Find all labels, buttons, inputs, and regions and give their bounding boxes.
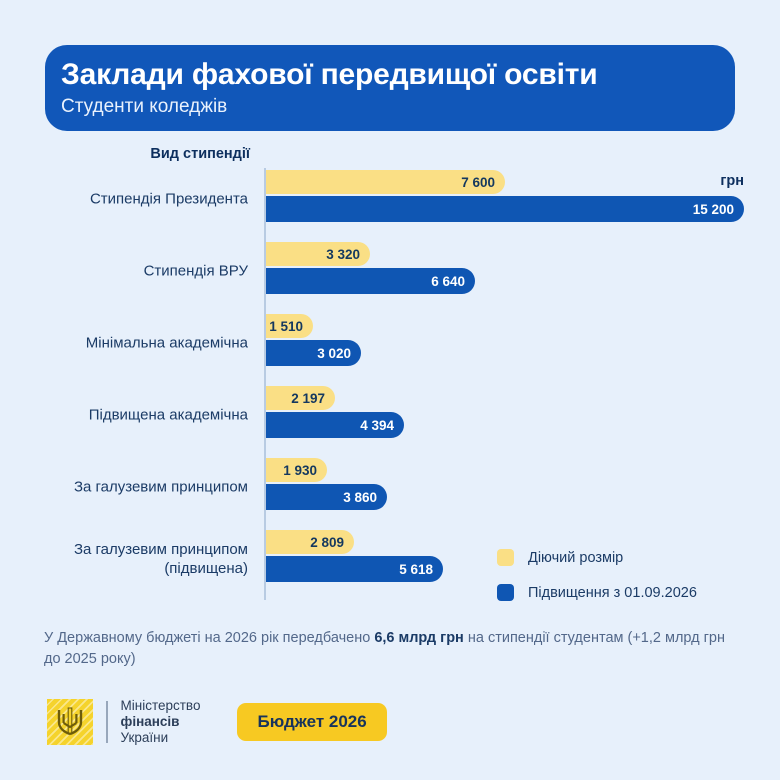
ministry-logo-icon (47, 699, 93, 745)
bar-current-value: 2 809 (266, 530, 354, 554)
bar-increase-value: 6 640 (266, 268, 475, 294)
header-banner: Заклади фахової передвищої освіти Студен… (45, 45, 735, 131)
chart-row-bars: 2 809 5 618 (266, 528, 766, 590)
ministry-line-3: України (120, 730, 169, 745)
chart-row-label: За галузевим принципом (73, 478, 248, 496)
budget-badge: Бюджет 2026 (237, 703, 387, 741)
legend-label-increase: Підвищення з 01.09.2026 (528, 584, 697, 601)
chart-row-bars: 2 197 4 394 (266, 384, 766, 446)
page-title: Заклади фахової передвищої освіти (61, 58, 598, 91)
footnote-part1: У Державному бюджеті на 2026 рік передба… (44, 630, 375, 646)
chart-row-bars: 7 600 15 200 (266, 168, 766, 230)
bar-current-value: 3 320 (266, 242, 370, 266)
trident-icon (57, 707, 83, 736)
chart-row: За галузевим принципом (підвищена) 2 809 5 … (0, 528, 780, 590)
chart-row-label: Мінімальна академічна (85, 334, 248, 352)
bar-chart: Стипендія Президента 7 600 15 200 Стипендія… (0, 168, 780, 604)
logo-divider (106, 701, 108, 743)
footnote: У Державному бюджеті на 2026 рік передба… (44, 628, 744, 670)
chart-row-bars: 3 320 6 640 (266, 240, 766, 302)
ministry-line-1: Міністерство (120, 698, 201, 713)
legend-swatch-current-icon (497, 549, 514, 566)
chart-row-label: Стипендія ВРУ (143, 262, 248, 280)
chart-row-bars: 1 510 3 020 (266, 312, 766, 374)
footnote-highlight: 6,6 млрд грн (374, 630, 464, 646)
ministry-name: Міністерство фінансів України (121, 698, 201, 746)
page-subtitle: Студенти коледжів (61, 96, 228, 117)
legend-item-current: Діючий розмір (497, 549, 697, 566)
bar-increase-value: 3 020 (266, 340, 361, 366)
footer: Міністерство фінансів України Бюджет 202… (47, 698, 387, 746)
ministry-line-2: фінансів (120, 714, 180, 729)
chart-row-label: Стипендія Президента (89, 190, 248, 208)
chart-legend: Діючий розмір Підвищення з 01.09.2026 (497, 549, 697, 619)
bar-current-value: 1 930 (266, 458, 327, 482)
legend-item-increase: Підвищення з 01.09.2026 (497, 584, 697, 601)
bar-increase-value: 15 200 (266, 196, 744, 222)
bar-increase-value: 4 394 (266, 412, 404, 438)
bar-current-value: 1 510 (266, 314, 313, 338)
chart-row: За галузевим принципом 1 930 3 860 (0, 456, 780, 518)
chart-row: Мінімальна академічна 1 510 3 020 (0, 312, 780, 374)
bar-current-value: 2 197 (266, 386, 335, 410)
chart-row-label: За галузевим принципом (підвищена) (73, 541, 248, 577)
bar-current-value: 7 600 (266, 170, 505, 194)
chart-row: Стипендія Президента 7 600 15 200 (0, 168, 780, 230)
chart-category-header: Вид стипендії (150, 146, 250, 162)
legend-label-current: Діючий розмір (528, 549, 624, 566)
footnote-part2: на стипендії студентам (+1,2 млрд грн до… (44, 630, 725, 667)
bar-increase-value: 3 860 (266, 484, 387, 510)
chart-row: Підвищена академічна 2 197 4 394 (0, 384, 780, 446)
legend-swatch-increase-icon (497, 584, 514, 601)
chart-row-bars: 1 930 3 860 (266, 456, 766, 518)
chart-unit-label: грн (720, 173, 744, 189)
chart-row: Стипендія ВРУ 3 320 6 640 (0, 240, 780, 302)
chart-row-label: Підвищена академічна (88, 406, 248, 424)
bar-increase-value: 5 618 (266, 556, 443, 582)
chart-axis-line (264, 168, 266, 600)
